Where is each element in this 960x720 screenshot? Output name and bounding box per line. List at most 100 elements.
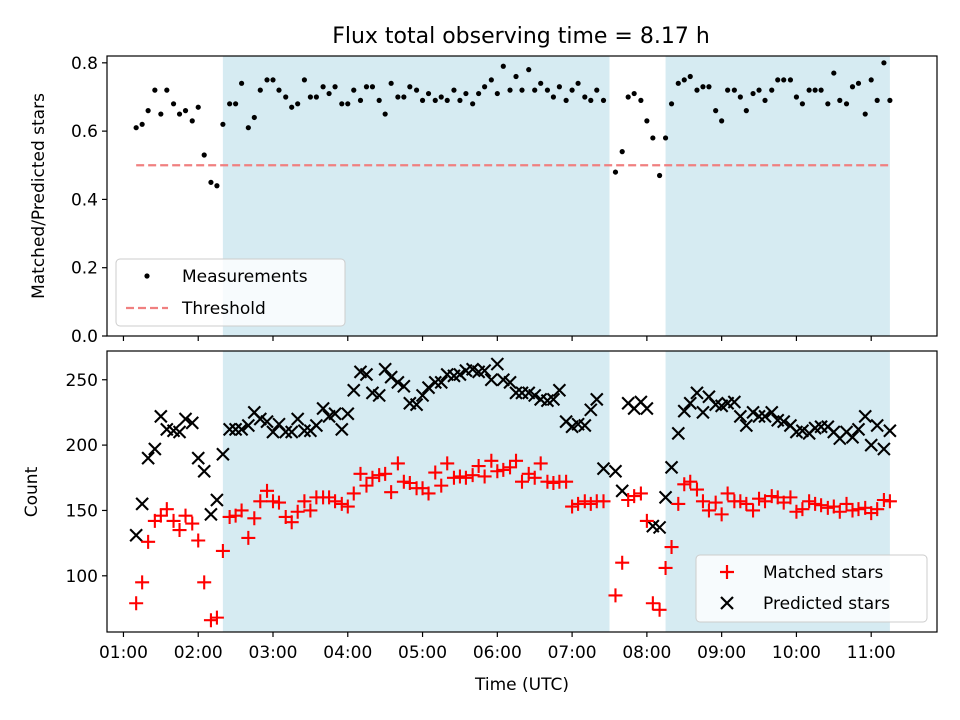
top-y-axis-label: Matched/Predicted stars [29, 93, 49, 299]
predicted-stars-point [216, 447, 230, 461]
predicted-stars-point [671, 426, 686, 441]
matched-stars-point [615, 555, 630, 570]
matched-stars-point [720, 486, 735, 501]
measurement-point [507, 87, 513, 93]
matched-stars-point [234, 503, 249, 518]
bottom-legend: Matched stars Predicted stars [695, 554, 928, 623]
measurement-point [556, 84, 562, 90]
measurement-point [588, 97, 594, 103]
matched-stars-point [789, 504, 804, 519]
matched-stars-point [671, 496, 686, 511]
measurement-point [500, 63, 506, 69]
predicted-stars-point [359, 367, 374, 382]
top-x-axis [122, 336, 872, 341]
legend-predicted-label: Predicted stars [763, 594, 890, 614]
measurement-point [825, 101, 831, 107]
measurement-point [519, 87, 525, 93]
predicted-stars-point [191, 451, 205, 465]
measurement-point [270, 77, 276, 83]
matched-stars-point [527, 470, 542, 485]
matched-stars-point [303, 503, 318, 518]
measurement-point [793, 94, 800, 100]
matched-stars-point [284, 515, 299, 530]
bottom-y-axis: 100 150 200 250 [66, 371, 107, 587]
top-observing-window-2 [665, 56, 890, 336]
predicted-stars-point [677, 404, 692, 418]
bottom-y-tick-label: 200 [66, 436, 98, 456]
matched-stars-point [159, 502, 174, 517]
matched-stars-point [203, 613, 218, 628]
matched-stars-point [334, 496, 349, 511]
matched-stars-point [166, 513, 181, 528]
bottom-legend-box [695, 554, 928, 623]
bottom-y-tick-label: 100 [66, 567, 98, 587]
predicted-stars-point [546, 392, 561, 407]
predicted-stars-point [172, 425, 187, 439]
predicted-stars-point [527, 388, 542, 403]
measurement-point [849, 84, 856, 90]
bottom-panel: 100 150 200 250 01:00 02:00 03:00 04:00 05:00 06… [22, 350, 938, 695]
measurement-point [208, 179, 214, 185]
predicted-stars-point [228, 422, 243, 437]
measurement-point [295, 101, 301, 107]
predicted-stars-point [864, 438, 878, 452]
matched-stars-point [490, 464, 505, 479]
bottom-x-axis: 01:00 02:00 03:00 04:00 05:00 06:00 07:00 08:00… [99, 632, 896, 663]
measurement-point [743, 108, 749, 114]
measurement-point [706, 84, 712, 90]
measurement-point [176, 111, 183, 117]
measurement-point [313, 94, 319, 100]
measurement-point [881, 60, 887, 66]
measurement-point [582, 94, 588, 100]
measurement-point [388, 80, 394, 86]
matched-stars-point [839, 496, 854, 511]
top-plot-frame [106, 55, 938, 337]
measurement-point [233, 101, 239, 107]
matched-stars-point [739, 496, 754, 511]
predicted-stars-point [733, 409, 748, 424]
predicted-stars-point [858, 409, 872, 424]
measurement-point [644, 118, 650, 124]
measurement-point [182, 108, 189, 114]
matched-stars-point [503, 460, 518, 475]
measurement-point [513, 73, 519, 80]
measurement-point [158, 111, 164, 117]
matched-stars-point [496, 462, 511, 477]
matched-stars-point [378, 466, 393, 481]
predicted-stars-point [739, 418, 754, 433]
predicted-stars-point [148, 442, 162, 456]
x-tick-label: 10:00 [772, 643, 821, 663]
measurement-point [625, 94, 631, 100]
matched-stars-point [458, 470, 473, 485]
measurement-point [600, 97, 607, 103]
measurement-point [750, 90, 756, 97]
matched-stars-point [440, 456, 455, 471]
matched-stars-point [546, 476, 561, 491]
matched-stars-point [141, 534, 156, 549]
matched-stars-point [215, 543, 230, 558]
bottom-y-axis-label: Count [22, 466, 42, 517]
predicted-stars-point [503, 375, 517, 390]
predicted-stars-point [154, 409, 168, 424]
matched-stars-point [477, 469, 492, 484]
predicted-stars-point [658, 490, 673, 505]
measurement-point [425, 90, 432, 97]
measurement-point [251, 114, 257, 121]
measurement-point [812, 87, 818, 93]
matched-stars-point [689, 482, 704, 497]
matched-stars-point [260, 483, 275, 498]
measurement-point [631, 90, 637, 97]
legend-matched-label: Matched stars [763, 563, 883, 583]
matched-stars-points [129, 453, 897, 628]
measurement-point [855, 80, 862, 86]
measurement-point [681, 77, 687, 83]
matched-stars-point [396, 474, 411, 489]
matched-stars-point [802, 494, 817, 509]
matched-stars-point [820, 500, 835, 515]
predicted-stars-point [578, 418, 592, 433]
predicted-stars-point [652, 520, 667, 535]
bottom-y-tick-label: 150 [66, 501, 98, 521]
measurement-point [413, 87, 420, 93]
matched-stars-point [832, 504, 847, 519]
measurement-point [650, 135, 656, 141]
